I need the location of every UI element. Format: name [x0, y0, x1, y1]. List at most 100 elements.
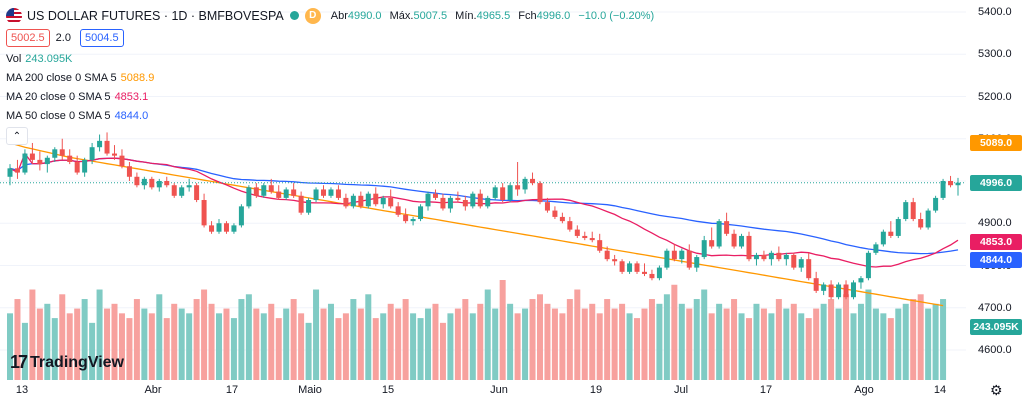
- volume-bar: [59, 294, 66, 380]
- volume-bar: [887, 318, 894, 380]
- price-tick-label: 4700.0: [978, 301, 1012, 314]
- candle-body: [403, 214, 409, 222]
- candle-body: [507, 185, 513, 201]
- indicator-ma200-value: 5088.9: [120, 71, 155, 84]
- volume-bar: [163, 318, 170, 380]
- volume-bar: [910, 299, 917, 380]
- candle-body: [186, 185, 192, 188]
- volume-bar: [89, 322, 96, 380]
- candle-body: [865, 252, 871, 279]
- ohlc-values: Abr4990.0 Máx.5007.5 Mín.4965.5 Fch4996.…: [331, 10, 659, 22]
- volume-bar: [208, 303, 215, 380]
- indicator-ma20[interactable]: MA 20 close 0 SMA 5 4853.1: [6, 87, 659, 106]
- buy-price-button[interactable]: 5004.5: [79, 28, 124, 47]
- price-scale[interactable]: 5400.05300.05200.05100.05000.04900.04800…: [966, 0, 1024, 380]
- volume-bar: [148, 313, 155, 380]
- volume-bar: [514, 313, 521, 380]
- indicator-vol[interactable]: Vol 243.095K: [6, 49, 659, 68]
- volume-bar: [425, 308, 432, 380]
- volume-bar: [536, 294, 543, 380]
- candle-body: [470, 193, 476, 207]
- volume-bar: [305, 322, 312, 380]
- volume-bar: [96, 289, 103, 380]
- time-tick-label: 14: [933, 384, 947, 396]
- candle-body: [843, 284, 849, 298]
- volume-bar: [29, 289, 36, 380]
- volume-bar: [484, 289, 491, 380]
- ohlc-high-value: 5007.5: [413, 9, 448, 22]
- ohlc-open-label: Abr: [330, 9, 348, 22]
- volume-bar: [290, 299, 297, 380]
- candle-body: [328, 189, 334, 196]
- gear-icon[interactable]: ⚙: [990, 382, 1003, 398]
- volume-bar: [156, 294, 163, 380]
- candle-body: [380, 197, 386, 205]
- volume-bar: [365, 294, 372, 380]
- candle-body: [201, 200, 207, 226]
- volume-bar: [171, 303, 178, 380]
- candle-body: [925, 210, 931, 228]
- volume-bar: [693, 299, 700, 380]
- indicator-ma200-label: MA 200 close 0 SMA 5: [6, 71, 117, 84]
- ohlc-low-value: 4965.5: [476, 9, 511, 22]
- candle-body: [761, 254, 767, 260]
- volume-bar: [753, 303, 760, 380]
- volume-bar: [656, 303, 663, 380]
- volume-bar: [469, 313, 476, 380]
- candle-body: [209, 225, 215, 232]
- candle-body: [343, 197, 349, 207]
- candle-body: [634, 263, 640, 272]
- candle-body: [418, 206, 424, 220]
- candle-body: [350, 195, 356, 207]
- collapse-legend-button[interactable]: ⌃: [6, 127, 28, 145]
- candle-body: [7, 168, 13, 177]
- indicator-vol-label: Vol: [6, 52, 22, 65]
- volume-bar: [857, 303, 864, 380]
- candle-body: [246, 187, 252, 207]
- interval-badge[interactable]: D: [304, 7, 321, 24]
- candle-body: [291, 189, 297, 196]
- volume-bar: [865, 289, 872, 380]
- indicator-ma50[interactable]: MA 50 close 0 SMA 5 4844.0: [6, 106, 659, 125]
- candle-body: [223, 223, 229, 232]
- volume-bar: [126, 318, 133, 380]
- volume-bar: [686, 308, 693, 380]
- candle-body: [194, 185, 200, 201]
- candle-body: [619, 261, 625, 272]
- volume-bar: [133, 299, 140, 380]
- chart-area[interactable]: [0, 0, 966, 380]
- volume-bar: [36, 308, 43, 380]
- volume-bar: [701, 289, 708, 380]
- candle-body: [731, 233, 737, 247]
- symbol-title[interactable]: US DOLLAR FUTURES · 1D · BMFBOVESPA: [27, 8, 284, 23]
- candle-body: [97, 140, 103, 148]
- price-chart[interactable]: [0, 0, 966, 380]
- candle-body: [373, 193, 379, 205]
- volume-bar: [21, 322, 28, 380]
- price-tick-label: 4600.0: [978, 344, 1012, 356]
- volume-bar: [417, 318, 424, 380]
- volume-bar: [917, 294, 924, 380]
- candle-body: [298, 195, 304, 213]
- volume-bar: [745, 318, 752, 380]
- tradingview-logo[interactable]: 17 TradingView: [10, 352, 124, 373]
- volume-bar: [104, 308, 111, 380]
- volume-bar: [357, 308, 364, 380]
- volume-bar: [372, 318, 379, 380]
- volume-bar: [193, 299, 200, 380]
- volume-bar: [350, 299, 357, 380]
- indicator-ma200[interactable]: MA 200 close 0 SMA 5 5088.9: [6, 68, 659, 87]
- trade-row: 5002.5 2.0 5004.5: [6, 28, 659, 47]
- candle-body: [679, 250, 685, 260]
- volume-bar: [731, 299, 738, 380]
- ma200-line: [9, 142, 944, 307]
- time-tick-label: 19: [589, 384, 603, 396]
- volume-bar: [410, 313, 417, 380]
- time-scale[interactable]: 13 Abr 17 Maio 15 Jun 19 Jul 17 Ago 14: [0, 380, 966, 400]
- candle-body: [955, 182, 961, 186]
- chevron-up-icon: ⌃: [12, 130, 22, 142]
- sell-price-button[interactable]: 5002.5: [6, 28, 50, 47]
- volume-bar: [716, 303, 723, 380]
- volume-bar: [66, 313, 73, 380]
- volume-bar: [342, 313, 349, 380]
